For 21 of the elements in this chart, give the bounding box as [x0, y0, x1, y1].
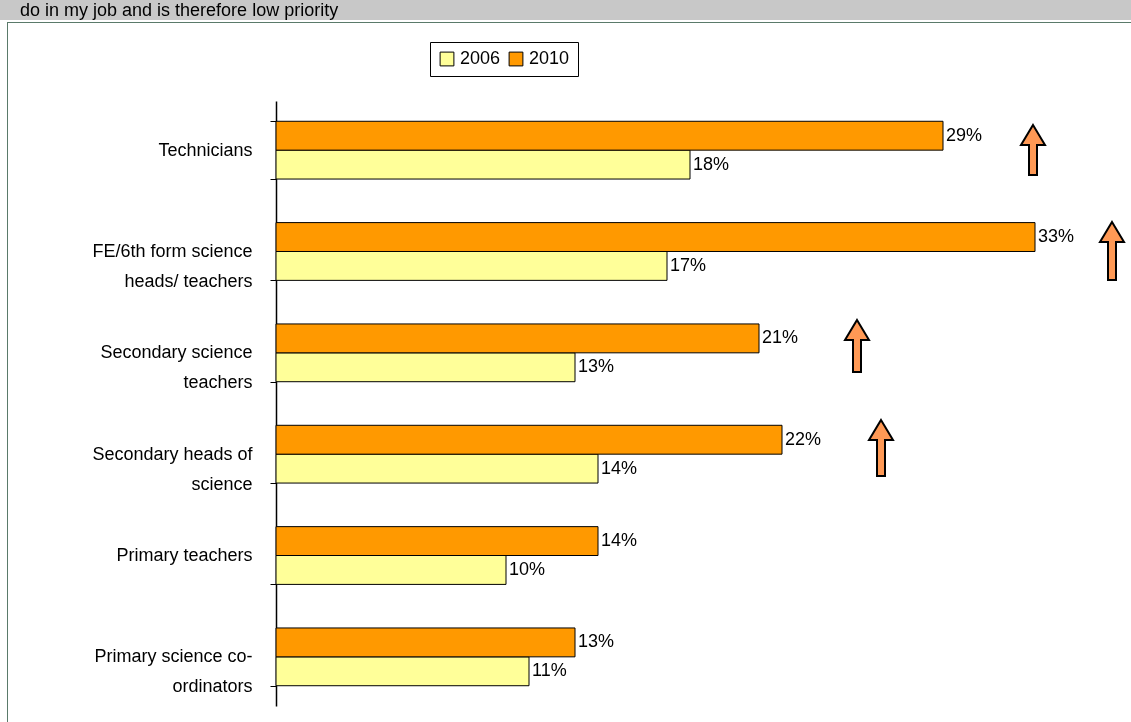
y-tick-label: Primary science co-ordinators [94, 646, 253, 697]
data-label: 11% [532, 660, 567, 681]
y-tick-label: Secondary science teachers [100, 342, 253, 393]
y-tick-label: Primary teachers [116, 545, 253, 566]
chart-title: do in my job and is therefore low priority [0, 0, 1131, 20]
data-label: 29% [946, 124, 983, 145]
y-tick-label: Technicians [158, 139, 253, 160]
data-label: 33% [1038, 226, 1075, 247]
data-label: 14% [601, 457, 638, 478]
data-label: 18% [693, 153, 730, 174]
data-label: 13% [578, 631, 615, 652]
legend-label: 2006 [460, 48, 501, 68]
data-label: 22% [785, 428, 822, 449]
legend-label: 2010 [529, 48, 570, 68]
data-label: 14% [601, 530, 638, 551]
y-tick-label: FE/6th form science heads/ teachers [92, 240, 253, 291]
data-label: 17% [670, 254, 707, 275]
data-label: 10% [509, 558, 546, 579]
data-label: 13% [578, 356, 615, 377]
y-tick-label: Secondary heads of science [92, 443, 254, 494]
data-label: 21% [762, 327, 799, 348]
